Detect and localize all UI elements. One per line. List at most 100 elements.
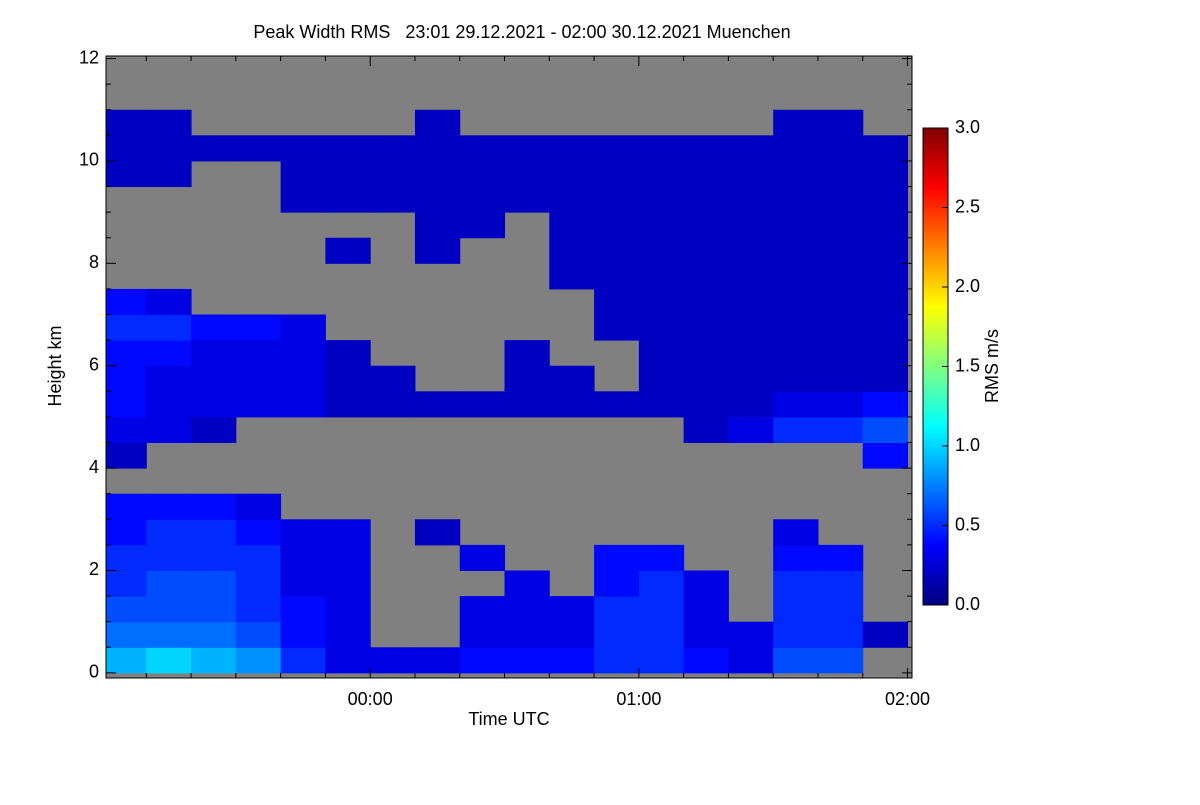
colorbar-tick-label: 2.5	[955, 196, 980, 216]
heatmap-cell	[862, 160, 909, 188]
heatmap-cell	[638, 596, 685, 623]
heatmap-cell	[862, 288, 909, 316]
heatmap-cell	[106, 365, 147, 392]
heatmap-cell	[459, 160, 506, 188]
heatmap-cell	[638, 263, 685, 290]
heatmap-cell	[280, 314, 326, 341]
heatmap-cell	[638, 314, 685, 341]
y-tick-label: 4	[89, 457, 99, 477]
heatmap-cell	[280, 135, 326, 162]
heatmap-cell	[594, 160, 640, 188]
heatmap-cell	[638, 160, 685, 188]
heatmap-cell	[370, 365, 416, 392]
heatmap-cell	[594, 237, 640, 264]
heatmap-cell	[325, 186, 371, 213]
heatmap-cell	[459, 596, 506, 623]
heatmap-cell	[325, 391, 371, 418]
heatmap-cell	[862, 314, 909, 341]
heatmap-cell	[773, 237, 819, 264]
heatmap-cell	[191, 596, 237, 623]
heatmap-cell	[549, 186, 595, 213]
heatmap-cell	[325, 135, 371, 162]
heatmap-cell	[106, 442, 147, 469]
y-tick-label: 10	[79, 150, 99, 170]
heatmap-cell	[459, 186, 506, 213]
heatmap-cell	[817, 186, 864, 213]
heatmap-cell	[594, 596, 640, 623]
heatmap-cell	[280, 647, 326, 674]
heatmap-cell	[370, 391, 416, 418]
heatmap-cell	[146, 288, 192, 316]
heatmap-cell	[817, 391, 864, 418]
y-tick-label: 2	[89, 559, 99, 579]
colorbar-tick-label: 1.0	[955, 435, 980, 455]
heatmap-cell	[862, 237, 909, 264]
heatmap-cell	[683, 263, 729, 290]
heatmap-cell	[862, 621, 909, 648]
heatmap-cell	[728, 212, 774, 239]
heatmap-cell	[414, 109, 461, 136]
heatmap-cell	[773, 544, 819, 571]
heatmap-cell	[773, 340, 819, 367]
heatmap-cell	[146, 416, 192, 444]
heatmap-cell	[549, 391, 595, 418]
heatmap	[106, 109, 909, 674]
heatmap-cell	[683, 288, 729, 316]
heatmap-cell	[414, 135, 461, 162]
colorbar-tick-label: 3.0	[955, 117, 980, 137]
heatmap-cell	[728, 365, 774, 392]
heatmap-cell	[191, 519, 237, 546]
heatmap-cell	[594, 263, 640, 290]
heatmap-cell	[683, 570, 729, 597]
heatmap-cell	[106, 109, 147, 136]
heatmap-cell	[638, 391, 685, 418]
y-tick-label: 0	[89, 662, 99, 682]
colorbar-tick-label: 0.0	[955, 594, 980, 614]
heatmap-cell	[191, 135, 237, 162]
heatmap-cell	[773, 263, 819, 290]
heatmap-cell	[638, 212, 685, 239]
heatmap-cell	[106, 544, 147, 571]
heatmap-cell	[459, 391, 506, 418]
heatmap-cell	[817, 365, 864, 392]
heatmap-cell	[504, 340, 550, 367]
heatmap-cell	[459, 212, 506, 239]
heatmap-cell	[106, 596, 147, 623]
heatmap-cell	[106, 288, 147, 316]
y-tick-label: 12	[79, 47, 99, 67]
heatmap-cell	[106, 570, 147, 597]
colorbar-tick-label: 2.0	[955, 276, 980, 296]
heatmap-cell	[280, 365, 326, 392]
heatmap-cell	[638, 647, 685, 674]
heatmap-cell	[146, 647, 192, 674]
heatmap-cell	[325, 340, 371, 367]
heatmap-cell	[235, 596, 282, 623]
heatmap-cell	[773, 135, 819, 162]
heatmap-cell	[280, 596, 326, 623]
heatmap-cell	[638, 288, 685, 316]
heatmap-cell	[638, 340, 685, 367]
colorbar-tick-label: 1.5	[955, 355, 980, 375]
heatmap-cell	[862, 340, 909, 367]
heatmap-cell	[106, 621, 147, 648]
heatmap-cell	[106, 493, 147, 520]
heatmap-cell	[191, 391, 237, 418]
heatmap-cell	[325, 596, 371, 623]
heatmap-cell	[235, 544, 282, 571]
heatmap-cell	[106, 391, 147, 418]
heatmap-cell	[862, 135, 909, 162]
heatmap-cell	[683, 596, 729, 623]
heatmap-cell	[728, 314, 774, 341]
heatmap-cell	[817, 212, 864, 239]
heatmap-cell	[504, 186, 550, 213]
heatmap-cell	[728, 288, 774, 316]
heatmap-cell	[459, 135, 506, 162]
chart-title: Peak Width RMS 23:01 29.12.2021 - 02:00 …	[253, 22, 790, 42]
heatmap-cell	[414, 237, 461, 264]
heatmap-cell	[817, 596, 864, 623]
heatmap-cell	[862, 263, 909, 290]
heatmap-cell	[594, 314, 640, 341]
heatmap-cell	[325, 570, 371, 597]
heatmap-cell	[146, 596, 192, 623]
